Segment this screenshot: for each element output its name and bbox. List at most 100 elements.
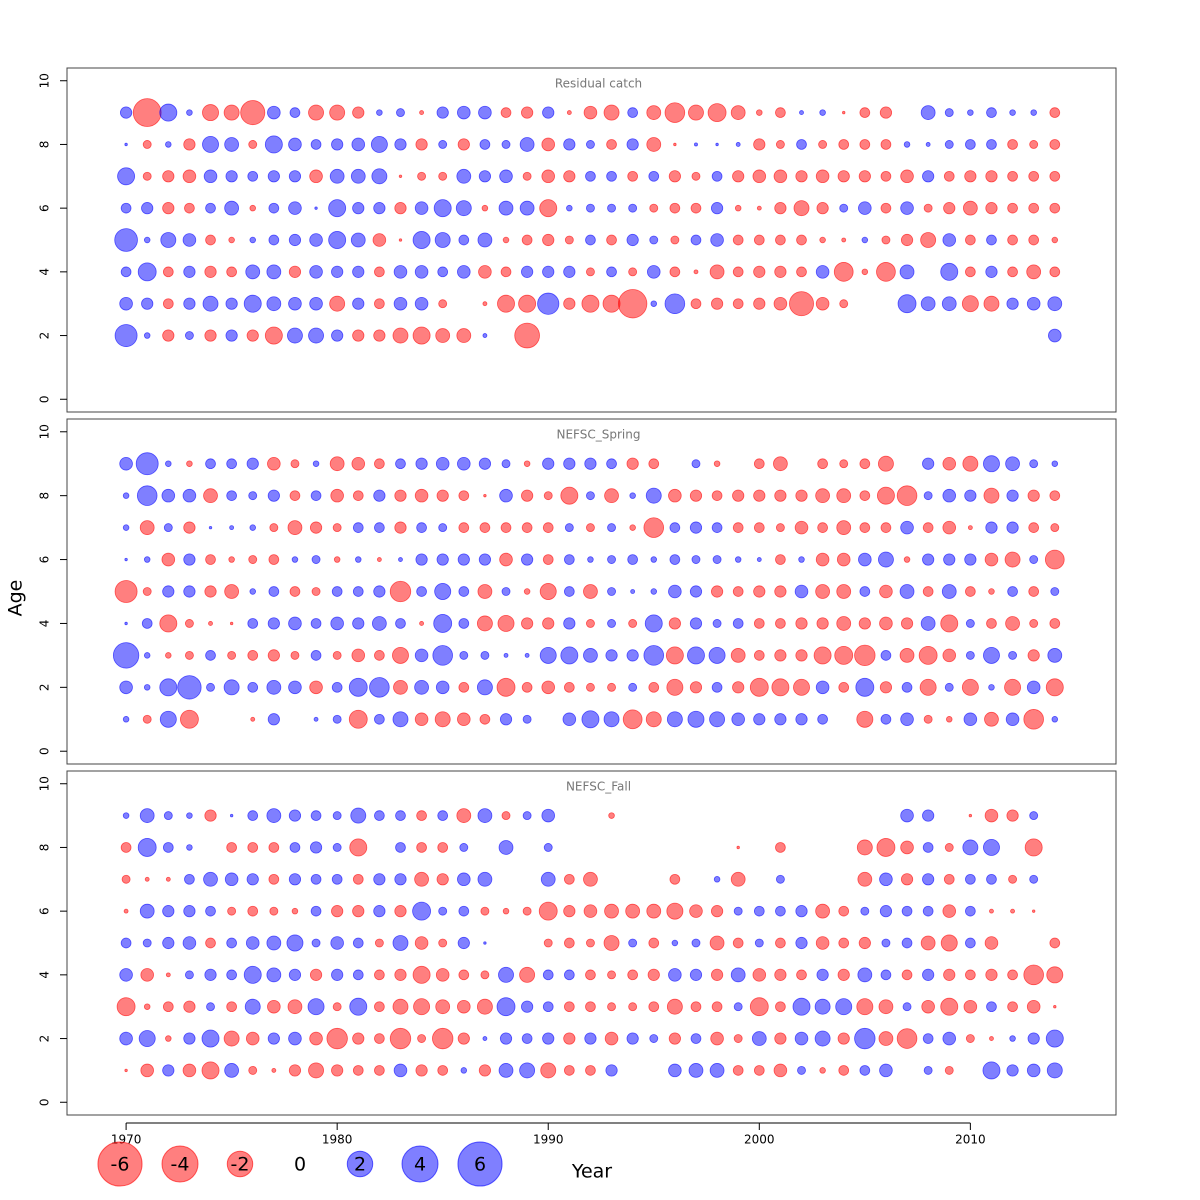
bubble bbox=[247, 170, 259, 182]
bubble bbox=[289, 490, 301, 501]
bubble bbox=[268, 554, 280, 565]
bubble bbox=[1028, 586, 1040, 597]
bubble bbox=[881, 235, 891, 245]
bubble bbox=[648, 937, 660, 949]
bubble bbox=[940, 997, 959, 1016]
bubble bbox=[1051, 716, 1059, 723]
bubble bbox=[628, 682, 638, 692]
bubble bbox=[564, 235, 574, 245]
bubble bbox=[753, 138, 766, 151]
bubble bbox=[855, 677, 875, 697]
bubble bbox=[124, 557, 128, 562]
bubble bbox=[854, 1027, 876, 1050]
bubble bbox=[876, 262, 896, 282]
y-tick-label: 8 bbox=[38, 141, 52, 149]
bubble bbox=[204, 809, 217, 822]
bubble bbox=[834, 645, 854, 665]
bubble bbox=[900, 617, 914, 630]
bubble bbox=[861, 268, 869, 276]
bubble bbox=[205, 937, 216, 949]
bubble bbox=[815, 488, 830, 504]
bubble bbox=[586, 523, 595, 533]
bubble bbox=[143, 236, 151, 244]
bubble bbox=[856, 839, 873, 856]
bubble bbox=[501, 140, 511, 149]
bubble bbox=[876, 838, 896, 857]
bubble bbox=[482, 1036, 488, 1041]
bubble bbox=[646, 137, 662, 152]
bubble bbox=[796, 969, 807, 981]
bubble bbox=[482, 333, 488, 338]
bubble bbox=[732, 266, 744, 278]
bubble bbox=[630, 589, 636, 594]
bubble bbox=[290, 459, 300, 469]
bubble bbox=[942, 488, 957, 503]
bubble bbox=[923, 491, 933, 501]
bubble bbox=[689, 585, 703, 598]
bubble bbox=[498, 200, 514, 216]
bubble bbox=[732, 234, 744, 246]
bubble bbox=[647, 265, 661, 279]
bubble bbox=[1049, 937, 1061, 949]
bubble bbox=[521, 106, 534, 119]
bubble bbox=[903, 141, 911, 148]
bubble bbox=[689, 489, 703, 502]
bubble bbox=[309, 521, 323, 534]
bubble bbox=[373, 873, 386, 886]
bubble bbox=[374, 713, 385, 725]
bubble bbox=[226, 266, 237, 278]
bubble bbox=[432, 1027, 454, 1050]
bubble bbox=[900, 233, 914, 247]
bubble bbox=[223, 679, 240, 696]
bubble bbox=[434, 583, 452, 600]
bubble bbox=[687, 710, 705, 728]
bubble bbox=[1049, 202, 1061, 214]
bubble bbox=[1007, 234, 1018, 246]
bubble bbox=[920, 105, 936, 120]
bubble bbox=[710, 233, 724, 247]
bubble bbox=[1027, 1032, 1040, 1045]
bubble bbox=[1026, 1063, 1041, 1078]
bubble bbox=[112, 642, 140, 669]
bubble bbox=[941, 296, 957, 312]
y-tick-label: 6 bbox=[38, 204, 52, 212]
bubble bbox=[923, 1065, 933, 1075]
legend-label: 0 bbox=[294, 1154, 306, 1176]
bubble bbox=[136, 485, 158, 506]
bubble bbox=[329, 295, 346, 312]
bubble bbox=[518, 294, 537, 313]
bubble bbox=[583, 584, 598, 599]
bubble bbox=[250, 716, 256, 722]
bubble bbox=[961, 295, 979, 313]
bubble bbox=[393, 296, 408, 311]
bubble bbox=[859, 1065, 871, 1076]
bubble bbox=[896, 1028, 918, 1049]
bubble bbox=[880, 969, 892, 981]
bubble bbox=[522, 906, 532, 916]
bubble bbox=[307, 998, 325, 1016]
bubble bbox=[180, 709, 199, 729]
bubble bbox=[499, 488, 513, 503]
bubble bbox=[673, 142, 677, 147]
bubble bbox=[854, 644, 876, 667]
bubble bbox=[648, 170, 660, 182]
bubble bbox=[605, 1064, 618, 1077]
bubble bbox=[564, 1001, 575, 1013]
bubble bbox=[541, 680, 555, 695]
bubble bbox=[923, 714, 933, 724]
bubble bbox=[793, 200, 810, 217]
bubble bbox=[226, 1001, 237, 1013]
y-tick-label: 8 bbox=[38, 492, 52, 500]
bubble bbox=[249, 236, 256, 244]
bubble bbox=[266, 264, 282, 280]
bubble bbox=[329, 168, 345, 184]
y-tick-label: 2 bbox=[38, 332, 52, 340]
bubble bbox=[815, 680, 830, 695]
bubble bbox=[1028, 170, 1040, 182]
bubble bbox=[693, 269, 699, 275]
bubble bbox=[539, 646, 557, 664]
bubble bbox=[922, 842, 934, 853]
bubble bbox=[204, 329, 217, 342]
bubble bbox=[860, 906, 870, 916]
bubble bbox=[965, 650, 975, 660]
